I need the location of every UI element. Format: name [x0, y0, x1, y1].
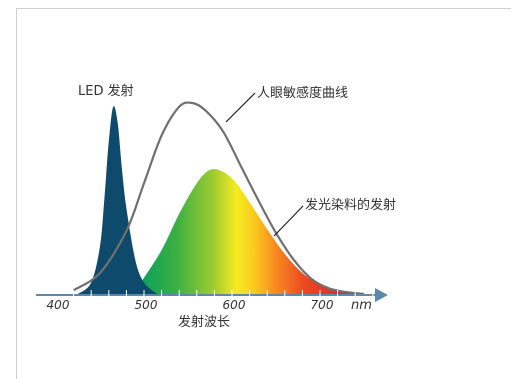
eye-sensitivity-label: 人眼敏感度曲线 [257, 85, 348, 101]
dye-emission-area [139, 168, 356, 294]
frame-border-left [16, 8, 17, 379]
led-emission-peak [78, 106, 158, 294]
x-tick-label: 500 [135, 298, 158, 312]
x-tick-label: 600 [223, 298, 246, 312]
dye-emission-label: 发光染料的发射 [305, 197, 396, 213]
dye-label-leader [273, 205, 304, 237]
frame-border-top [16, 8, 511, 9]
x-axis-title: 发射波长 [178, 314, 230, 330]
x-axis-arrow [375, 288, 388, 302]
x-tick-label: 700 [311, 298, 334, 312]
eye-label-leader [225, 92, 256, 123]
eye-sensitivity-curve [72, 101, 365, 296]
plot-area: 400 500 600 700 [36, 92, 388, 312]
x-tick-label: 400 [47, 298, 70, 312]
x-axis-unit-label: nm [351, 298, 372, 313]
led-emission-label: LED 发射 [78, 83, 134, 99]
